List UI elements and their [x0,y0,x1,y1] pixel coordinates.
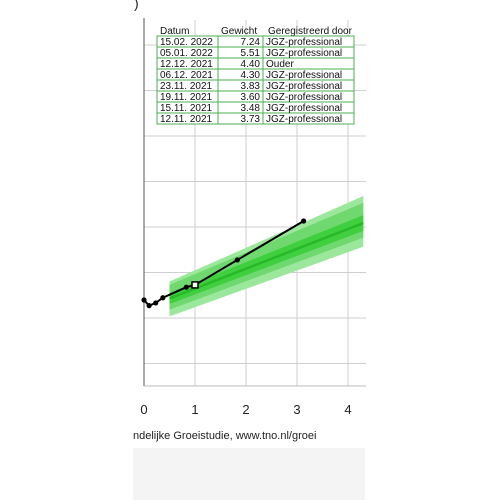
table-cell-date: 12.11. 2021 [160,114,213,125]
x-axis-ticks: 0 1 2 3 4 [140,402,351,417]
table-cell-registered-by: JGZ-professional [266,48,342,59]
table-cell-weight: 4.40 [241,59,261,70]
table-cell-weight: 5.51 [241,48,261,59]
x-tick-label: 2 [242,402,249,417]
table-cell-date: 12.12. 2021 [160,59,213,70]
table-header: Gewicht [221,26,257,37]
median-line [169,221,364,300]
weight-point [234,257,240,263]
table-cell-weight: 4.30 [241,70,261,81]
y-axis-line [143,18,366,387]
source-caption: ndelijke Groeistudie, www.tno.nl/groei [133,430,317,442]
table-cell-date: 06.12. 2021 [160,70,213,81]
table-cell-date: 15.02. 2022 [160,37,213,48]
lower-panel [133,448,365,500]
x-tick-label: 3 [293,402,300,417]
table-cell-weight: 3.48 [241,103,261,114]
table-cell-weight: 3.83 [241,81,261,92]
x-tick-label: 0 [140,402,147,417]
table-cell-registered-by: JGZ-professional [266,37,342,48]
table-cell-date: 05.01. 2022 [160,48,213,59]
table-cell-weight: 3.73 [241,114,261,125]
table-cell-weight: 3.60 [241,92,261,103]
weight-point [141,297,147,303]
weight-series [141,218,307,309]
table-header: Datum [160,26,189,37]
weight-point [183,284,189,290]
table-header: Geregistreerd door [268,26,353,37]
table-cell-weight: 7.24 [241,37,261,48]
table-cell-date: 23.11. 2021 [160,81,213,92]
weight-point [160,295,166,301]
table-cell-registered-by: JGZ-professional [266,103,342,114]
measurement-table: Datum Gewicht Geregistreerd door 15.02. 202… [156,26,355,125]
weight-point-open [191,281,199,289]
weight-point [301,218,307,224]
table-cell-registered-by: JGZ-professional [266,114,342,125]
top-fragment-text: ) [134,0,139,11]
table-cell-date: 15.11. 2021 [160,103,213,114]
table-cell-registered-by: Ouder [266,59,294,70]
table-cell-registered-by: JGZ-professional [266,81,342,92]
table-cell-registered-by: JGZ-professional [266,70,342,81]
x-tick-label: 1 [191,402,198,417]
table-cell-date: 19.11. 2021 [160,92,213,103]
weight-point [153,300,159,306]
weight-point [146,303,152,309]
table-cell-registered-by: JGZ-professional [266,92,342,103]
reference-bands [169,196,364,317]
x-tick-label: 4 [344,402,351,417]
